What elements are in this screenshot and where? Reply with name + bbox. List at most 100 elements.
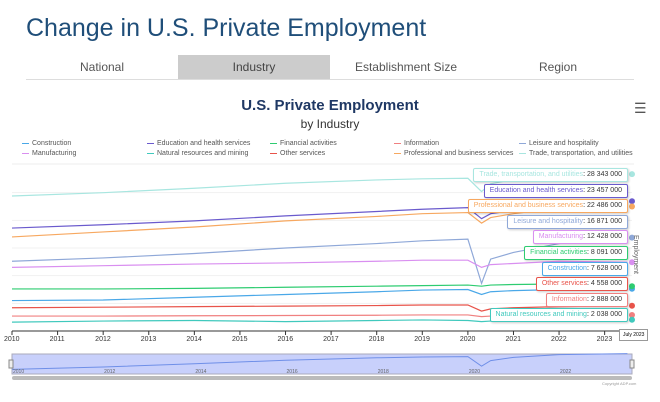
navigator-handle-right <box>629 359 635 369</box>
legend-label: Professional and business services <box>404 150 514 157</box>
label-name: Manufacturing <box>538 233 584 241</box>
legend-label: Construction <box>32 140 72 147</box>
legend-swatch <box>394 152 401 154</box>
series-endpoint <box>629 234 635 241</box>
label-name: Natural resources and mining <box>495 311 587 319</box>
tab-industry[interactable]: Industry <box>178 55 330 79</box>
x-tick-label: 2014 <box>186 336 202 343</box>
legend-label: Financial activities <box>280 140 337 147</box>
legend-item[interactable]: Information <box>394 140 439 147</box>
series-value-label: Construction: 7 628 000 <box>541 261 628 276</box>
navigator-tick-label: 2020 <box>469 369 480 375</box>
legend-item[interactable]: Leisure and hospitality <box>519 140 599 147</box>
label-separator: : <box>583 217 587 225</box>
tab-establishment-size[interactable]: Establishment Size <box>354 60 458 74</box>
series-line-financial-activities <box>12 283 628 290</box>
legend-swatch <box>394 142 401 144</box>
x-tick-label: 2016 <box>277 336 294 343</box>
x-tick-label: 2019 <box>414 336 430 343</box>
legend-item[interactable]: Construction <box>22 140 71 147</box>
series-endpoint <box>629 312 635 319</box>
navigator-tick-label: 2010 <box>13 369 24 375</box>
x-tick-label: 2018 <box>368 336 385 343</box>
label-separator: : <box>586 280 591 288</box>
label-name: Construction <box>547 264 587 272</box>
navigator-tick-label: 2018 <box>378 369 389 375</box>
tab-region[interactable]: Region <box>538 60 578 74</box>
legend-label: Manufacturing <box>32 150 77 157</box>
label-value: 2 888 000 <box>590 295 622 303</box>
label-separator: : <box>583 233 587 241</box>
series-value-label: Other services: 4 558 000 <box>535 277 628 292</box>
legend-item[interactable]: Natural resources and mining <box>147 150 248 157</box>
legend-swatch <box>147 152 154 154</box>
x-tick-label: 2017 <box>323 336 339 343</box>
navigator-handle-left <box>8 359 14 369</box>
series-endpoint <box>629 198 635 205</box>
x-tick-label: 2013 <box>140 336 157 343</box>
x-tick-label: 2021 <box>505 336 522 343</box>
industry-tabs: National Industry Establishment Size Region <box>26 55 634 80</box>
legend-swatch <box>22 142 29 144</box>
series-line-construction <box>11 288 628 302</box>
label-name: Leisure and hospitality <box>513 217 584 225</box>
series-endpoint <box>629 316 635 323</box>
label-name: Education and health services <box>489 186 584 194</box>
legend-label: Education and health services <box>157 140 251 147</box>
series-value-label: Trade, transportation, and utilities: 28… <box>473 168 628 182</box>
label-value: 28 343 000 <box>586 171 622 178</box>
label-separator: : <box>586 295 591 303</box>
series-value-label: Manufacturing: 12 428 000 <box>532 230 628 245</box>
legend-item[interactable]: Financial activities <box>270 140 337 147</box>
series-endpoint <box>629 302 635 309</box>
label-value: 2 038 000 <box>590 311 622 319</box>
legend-label: Information <box>404 140 440 147</box>
legend-item[interactable]: Education and health services <box>147 140 250 147</box>
chart-menu-icon[interactable]: ☰ <box>634 100 647 116</box>
series-line-leisure-and-hospitality <box>11 237 628 286</box>
label-separator: : <box>583 202 587 210</box>
legend-label: Natural resources and mining <box>157 150 249 157</box>
label-value: 12 428 000 <box>586 233 622 241</box>
x-tick-label: 2020 <box>459 336 476 343</box>
navigator-line <box>11 353 628 370</box>
label-name: Other services <box>541 280 587 288</box>
x-tick-label: 2022 <box>551 336 567 343</box>
copyright: Copyright ADP.com <box>602 381 637 386</box>
legend-item[interactable]: Other services <box>270 150 325 157</box>
series-value-label: Leisure and hospitality: 16 871 000 <box>507 214 628 229</box>
label-value: 7 628 000 <box>590 264 622 272</box>
x-tick-label: 2012 <box>95 336 111 343</box>
legend-label: Trade, transportation, and utilities <box>529 150 633 157</box>
y-axis-label: Employment <box>632 235 639 274</box>
legend-label: Leisure and hospitality <box>529 140 599 147</box>
legend-item[interactable]: Trade, transportation, and utilities <box>519 150 633 157</box>
legend-swatch <box>270 142 277 144</box>
legend-swatch <box>519 142 526 144</box>
x-tick-label: 2015 <box>231 336 248 343</box>
label-name: Financial activities <box>530 249 587 256</box>
legend-swatch <box>147 142 154 144</box>
label-separator: : <box>583 171 587 178</box>
label-name: Professional and business services <box>473 202 584 210</box>
label-value: 23 457 000 <box>586 186 622 194</box>
label-value: 4 558 000 <box>590 280 622 288</box>
label-name: Information <box>551 295 587 303</box>
label-value: 8 091 000 <box>590 249 622 256</box>
x-tick-label: 2010 <box>4 336 20 343</box>
chart-subtitle: by Industry <box>300 117 360 131</box>
legend-item[interactable]: Manufacturing <box>22 150 76 157</box>
label-separator: : <box>586 249 591 256</box>
label-value: 22 486 000 <box>586 202 622 210</box>
legend-swatch <box>270 152 277 154</box>
legend-swatch <box>22 152 29 154</box>
legend-item[interactable]: Professional and business services <box>394 150 513 157</box>
label-separator: : <box>586 311 591 319</box>
chart-title: U.S. Private Employment <box>241 97 419 114</box>
x-tick-label: 2011 <box>49 336 65 343</box>
series-endpoint <box>629 259 635 266</box>
series-value-label: Natural resources and mining: 2 038 000 <box>489 308 628 323</box>
tab-national[interactable]: National <box>79 60 125 74</box>
navigator-tick-label: 2016 <box>287 369 298 375</box>
label-value: 16 871 000 <box>586 217 622 225</box>
